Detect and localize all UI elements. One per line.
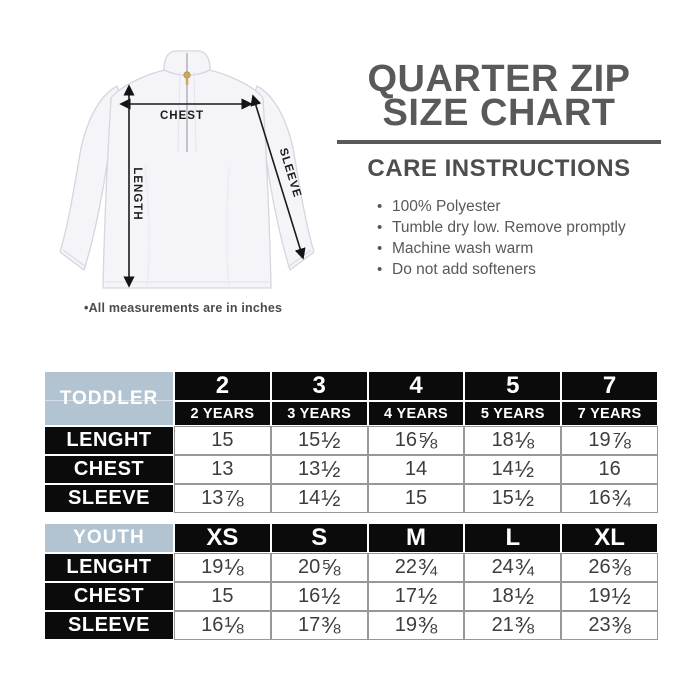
page-title: QUARTER ZIP SIZE CHART [337,58,661,134]
group-label-cell: YOUTH [45,524,173,552]
measurement-value-cell: 19 ⅜ [367,611,465,640]
bullet-icon: • [377,219,383,236]
size-table-toddler: TODDLER 2 3 4 5 7 2 YEARS 3 YEARS 4 YEARS 5 YEARS… [45,372,658,513]
measurement-value-cell: 15 [174,426,271,455]
size-column-subheader: 2 YEARS [175,402,270,425]
size-column-header: 4 [368,372,464,400]
care-instruction-item: • 100% Polyester [377,196,661,217]
measurement-row-label: LENGHT [45,427,173,454]
care-instruction-text: Tumble dry low. Remove promptly [392,219,626,236]
care-instructions-list: • 100% Polyester • Tumble dry low. Remove p… [337,196,661,280]
measurement-value-cell: 14 ½ [270,484,368,513]
measurement-value-cell: 19 ½ [561,582,658,611]
size-column-subheader: 5 YEARS [465,402,561,425]
size-column-header: M [368,524,464,552]
measurement-row-label: LENGHT [45,554,173,581]
measurement-value-cell: 20 ⅝ [270,553,368,582]
title-divider [337,140,661,144]
measurement-value-cell: 15 [174,582,271,611]
size-column-header: 3 [271,372,367,400]
measurement-value-cell: 15 ½ [270,426,368,455]
garment-detail-lines [62,53,312,287]
size-table-youth: YOUTH XS S M L XL LENGHT 19 ⅛ 20 ⅝ 22 ¾ 24 ¾ 26 ⅜ CHEST 15… [45,524,658,640]
measurement-value-cell: 14 [367,455,465,484]
sleeve-arrow [250,94,306,260]
group-label-cell: TODDLER [45,372,173,425]
care-instruction-item: • Tumble dry low. Remove promptly [377,217,661,238]
size-column-header: 5 [465,372,561,400]
measurement-value-cell: 13 [174,455,271,484]
bullet-icon: • [377,240,383,257]
care-instruction-text: Machine wash warm [392,240,534,257]
length-measure-label: LENGTH [131,167,143,220]
zipper-pull-icon [183,71,191,85]
measurement-value-cell: 19 ⅛ [174,553,271,582]
size-column-header: 2 [175,372,270,400]
care-instruction-text: 100% Polyester [392,198,501,215]
care-instruction-item: • Machine wash warm [377,238,661,259]
size-column-header: XS [175,524,270,552]
size-column-header: L [465,524,561,552]
size-column-subheader: 4 YEARS [368,402,464,425]
measurement-value-cell: 16 [561,455,658,484]
size-tables-section: TODDLER 2 3 4 5 7 2 YEARS 3 YEARS 4 YEARS 5 YEARS… [45,372,658,640]
title-block: QUARTER ZIP SIZE CHART CARE INSTRUCTIONS… [337,58,661,280]
care-instructions-heading: CARE INSTRUCTIONS [367,155,631,182]
measurement-value-cell: 18 ⅛ [464,426,562,455]
measurement-value-cell: 22 ¾ [367,553,465,582]
measurement-value-cell: 15 ½ [464,484,562,513]
measurement-value-cell: 18 ½ [464,582,562,611]
size-column-header: XL [562,524,657,552]
quarter-zip-garment-diagram: CHEST LENGTH SLEEVE [59,50,315,289]
measurement-value-cell: 15 [367,484,465,513]
measurement-value-cell: 16 ⅝ [367,426,465,455]
measurement-value-cell: 23 ⅜ [561,611,658,640]
size-column-subheader: 7 YEARS [562,402,657,425]
measurement-row-label: SLEEVE [45,612,173,639]
measurement-row-label: SLEEVE [45,485,173,512]
size-column-subheader: 3 YEARS [271,402,367,425]
page-title-line2: SIZE CHART [382,92,616,134]
bullet-icon: • [377,198,383,215]
measurements-note: •All measurements are in inches [84,301,283,315]
bullet-icon: • [377,261,383,278]
measurement-value-cell: 13 ½ [270,455,368,484]
measurement-value-cell: 13 ⅞ [174,484,271,513]
measurement-value-cell: 17 ½ [367,582,465,611]
page-title-line1: QUARTER ZIP [367,58,631,100]
measurement-value-cell: 17 ⅜ [270,611,368,640]
measurement-value-cell: 14 ½ [464,455,562,484]
measurement-row-label: CHEST [45,456,173,483]
care-instruction-text: Do not add softeners [392,261,536,278]
measurement-value-cell: 16 ¾ [561,484,658,513]
measurement-value-cell: 24 ¾ [464,553,562,582]
measurement-value-cell: 16 ⅛ [174,611,271,640]
measurement-value-cell: 21 ⅜ [464,611,562,640]
measurement-arrows [119,84,306,288]
size-column-header: 7 [562,372,657,400]
size-column-header: S [271,524,367,552]
care-instruction-item: • Do not add softeners [377,259,661,280]
chest-measure-label: CHEST [160,110,204,122]
measurement-value-cell: 16 ½ [270,582,368,611]
measurement-value-cell: 26 ⅜ [561,553,658,582]
measurement-value-cell: 19 ⅞ [561,426,658,455]
measurement-row-label: CHEST [45,583,173,610]
